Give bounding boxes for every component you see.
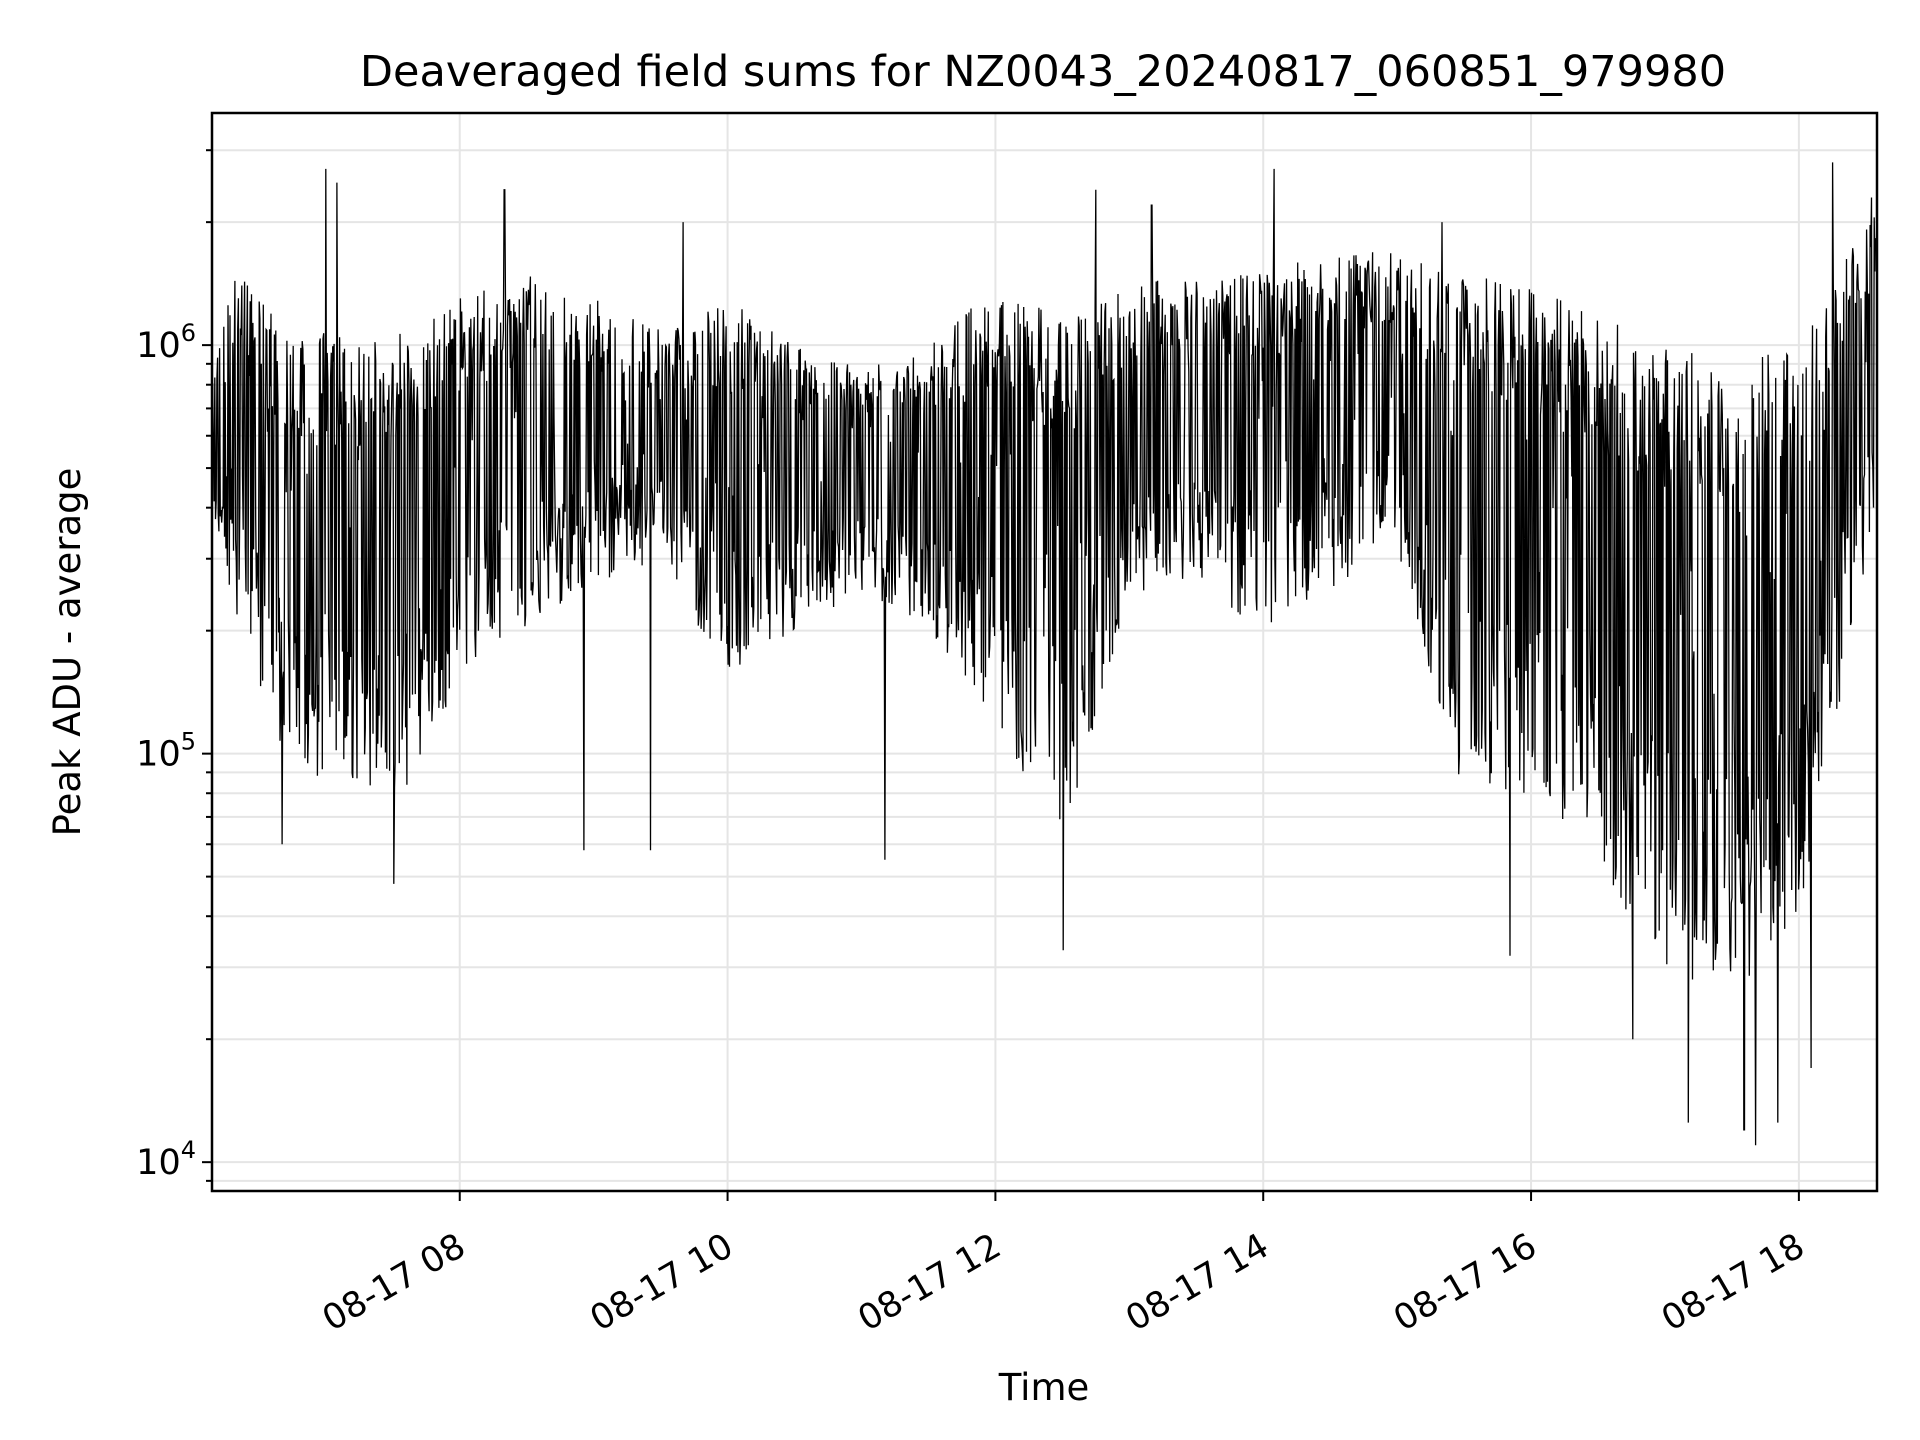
data-layer bbox=[211, 162, 1878, 1146]
x-axis-label: Time bbox=[998, 1366, 1090, 1409]
plot-frame bbox=[210, 111, 1879, 1193]
series-line bbox=[211, 162, 1878, 1146]
y-tick-label: 104 bbox=[136, 1136, 196, 1183]
y-axis-label: Peak ADU - average bbox=[46, 468, 89, 837]
y-tick-label: 105 bbox=[136, 728, 196, 775]
y-tick-label: 106 bbox=[136, 319, 196, 366]
chart-title: Deaveraged field sums for NZ0043_2024081… bbox=[360, 47, 1726, 97]
